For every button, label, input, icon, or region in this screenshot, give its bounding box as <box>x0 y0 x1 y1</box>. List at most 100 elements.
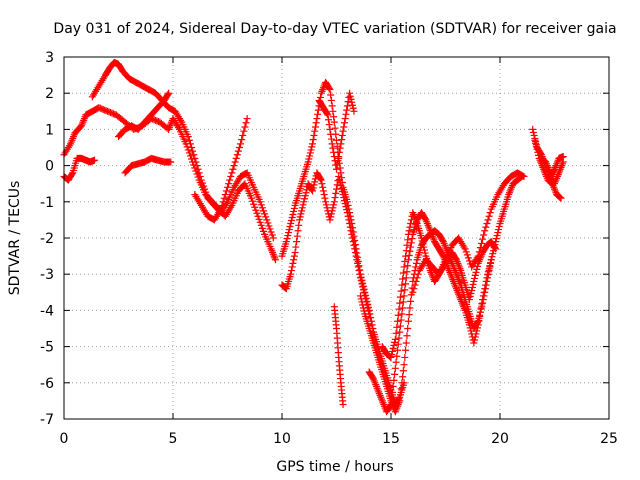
data-point <box>335 148 343 156</box>
data-point <box>310 181 318 189</box>
data-point <box>402 252 410 260</box>
data-point <box>320 191 328 199</box>
data-point <box>486 262 494 270</box>
data-point <box>394 311 402 319</box>
data-point <box>471 333 479 341</box>
data-point <box>486 209 494 217</box>
data-point <box>309 136 317 144</box>
data-point <box>557 194 565 202</box>
data-point <box>346 89 354 97</box>
y-tick-label: -2 <box>40 231 54 247</box>
data-point <box>301 195 309 203</box>
data-point <box>285 226 293 234</box>
data-point <box>231 158 239 166</box>
data-point <box>332 189 340 197</box>
data-point <box>396 391 404 399</box>
data-point <box>304 158 312 166</box>
data-point <box>403 332 411 340</box>
data-point <box>390 341 398 349</box>
data-point <box>474 321 482 329</box>
data-point <box>349 238 357 246</box>
data-point <box>465 321 473 329</box>
data-point <box>299 201 307 209</box>
data-point <box>341 115 349 123</box>
data-point <box>477 304 485 312</box>
data-point <box>339 401 347 409</box>
data-point <box>183 143 191 151</box>
data-point <box>266 225 274 233</box>
data-point <box>325 116 333 124</box>
data-point <box>202 188 210 196</box>
data-point <box>186 152 194 160</box>
data-point <box>298 204 306 212</box>
data-point <box>230 162 238 170</box>
data-point <box>411 281 419 289</box>
data-point <box>340 194 348 202</box>
data-point <box>338 185 346 193</box>
data-point <box>346 220 354 228</box>
data-point <box>342 110 350 118</box>
data-point <box>333 136 340 144</box>
series-trace-e <box>115 89 173 141</box>
data-point <box>338 188 346 196</box>
data-point <box>421 215 429 223</box>
data-point <box>350 241 358 249</box>
data-point <box>196 172 204 180</box>
data-point <box>408 235 416 243</box>
data-point <box>257 221 265 229</box>
data-point <box>463 251 471 259</box>
data-point <box>327 91 335 99</box>
data-point <box>290 207 298 215</box>
data-point <box>345 216 353 224</box>
data-point <box>550 166 558 174</box>
data-point <box>395 334 403 342</box>
y-tick-label: 0 <box>45 159 54 175</box>
data-point <box>337 182 345 190</box>
data-point <box>193 162 201 170</box>
data-point <box>328 140 336 148</box>
x-tick-label: 20 <box>491 431 509 447</box>
data-point <box>420 243 428 251</box>
data-point <box>407 239 415 247</box>
data-point <box>479 292 487 300</box>
data-point <box>287 267 295 275</box>
data-point <box>263 216 271 224</box>
data-point <box>290 256 298 264</box>
data-point <box>222 187 230 195</box>
data-point <box>264 219 272 227</box>
data-point <box>470 277 478 285</box>
data-point <box>347 227 355 235</box>
data-point <box>394 346 402 354</box>
data-point <box>258 204 266 212</box>
data-point <box>397 385 405 393</box>
data-point <box>473 327 481 335</box>
data-point <box>476 308 484 316</box>
data-point <box>259 227 267 235</box>
data-point <box>343 209 351 217</box>
x-axis-label: GPS time / hours <box>276 459 393 475</box>
data-point <box>221 191 229 199</box>
data-point <box>194 165 202 173</box>
data-point <box>321 194 329 202</box>
data-point <box>290 252 298 260</box>
data-point <box>556 193 564 201</box>
data-point <box>358 280 366 288</box>
data-point <box>401 286 409 294</box>
data-point <box>298 207 306 215</box>
data-point <box>313 115 321 123</box>
data-point <box>399 373 407 381</box>
data-point <box>461 245 469 253</box>
data-point <box>258 224 266 232</box>
data-point <box>356 292 364 300</box>
data-point <box>323 110 331 118</box>
data-point <box>293 232 301 240</box>
data-point <box>466 293 474 301</box>
data-point <box>292 243 300 251</box>
data-point <box>420 246 428 254</box>
data-point <box>335 153 343 161</box>
data-point <box>388 388 396 396</box>
y-tick-label: -5 <box>40 340 54 356</box>
data-point <box>195 169 203 177</box>
data-point <box>473 262 481 270</box>
data-point <box>295 221 303 229</box>
